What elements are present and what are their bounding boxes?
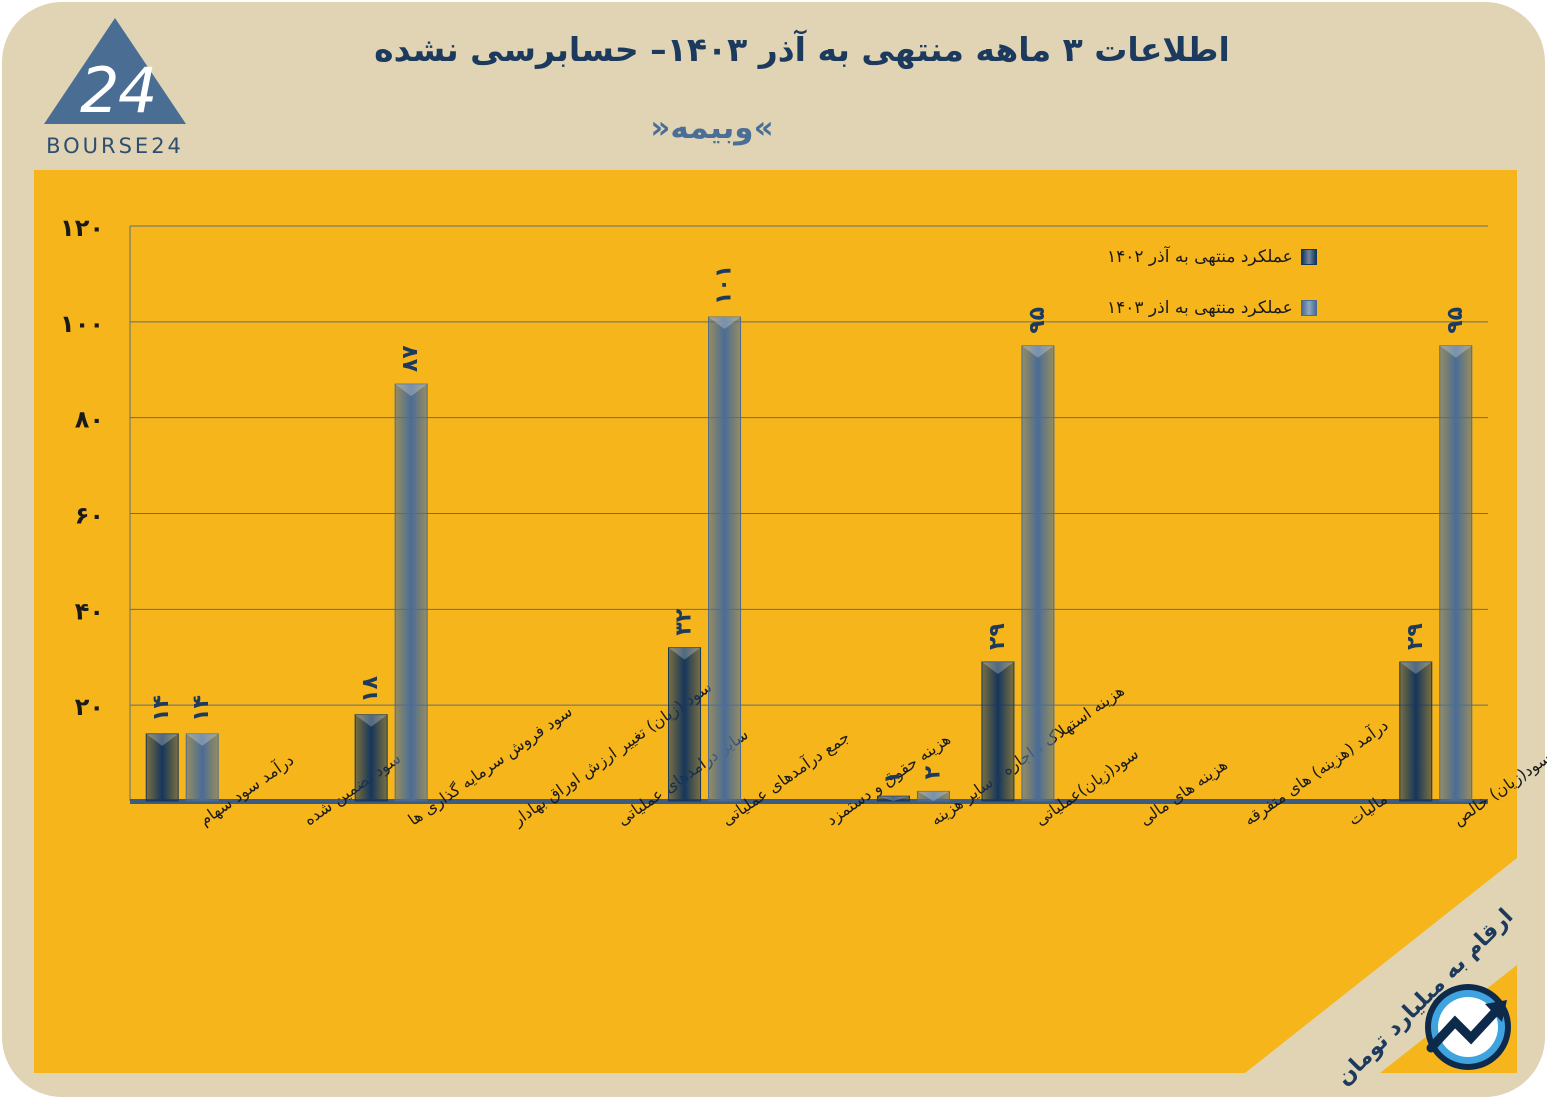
chart-title: اطلاعات ۳ ماهه منتهی به آذر ۱۴۰۳– حسابرس… <box>374 30 1230 69</box>
trend-badge-icon <box>1423 982 1513 1072</box>
bourse24-logo: 2 4 BOURSE24 <box>40 14 190 159</box>
x-category-label: سود فروش سرمایه گذاری ها <box>405 702 577 831</box>
bar-value-label: ۱۸ <box>358 675 383 702</box>
bar-value-label: ۲ <box>920 765 945 779</box>
bar-cap <box>146 733 179 746</box>
bar-cap <box>1021 345 1054 358</box>
bar-cap <box>1399 662 1432 675</box>
bar-1403 <box>394 383 428 802</box>
y-tick-label: ۴۰ <box>75 597 104 625</box>
chart-legend: عملکرد منتهی به آذر ۱۴۰۲ عملکرد منتهی به… <box>1107 245 1387 347</box>
bar-cap <box>877 796 910 801</box>
bar-cap <box>917 791 950 801</box>
legend-swatch-1402 <box>1300 249 1317 265</box>
legend-label-1402: عملکرد منتهی به آذر ۱۴۰۲ <box>1107 247 1293 267</box>
legend-item-1402: عملکرد منتهی به آذر ۱۴۰۲ <box>1107 245 1387 269</box>
label-layer: ۱۴ ۱۸ ۳۲ ۱ ۲۹ ۲۹ ۱۴ ۸۷ ۱۰۱ ۲ ۹۵ ۹۵ <box>149 265 1468 784</box>
y-tick-label: ۱۲۰ <box>60 214 104 242</box>
x-category-label: سود تضمین شده <box>300 748 405 830</box>
bar-cap <box>1439 345 1472 358</box>
logo-triangle-icon: 2 4 <box>44 18 186 127</box>
legend-swatch-1403 <box>1300 300 1317 316</box>
bar-value-label: ۸۷ <box>398 345 423 372</box>
bar-1403 <box>185 733 219 802</box>
bar-1402 <box>876 795 910 802</box>
y-tick-label: ۶۰ <box>75 502 104 530</box>
y-tick-label: ۱۰۰ <box>60 310 104 338</box>
x-axis-floor <box>130 799 1488 804</box>
bar-value-label: ۱۰۱ <box>712 265 737 305</box>
bar-1402 <box>145 733 179 802</box>
grid-layer: ۲۰ ۴۰ ۶۰ ۸۰ ۱۰۰ ۱۲۰ <box>60 214 1488 721</box>
logo-text: BOURSE24 <box>46 134 184 158</box>
bar-cap <box>186 733 219 746</box>
svg-text:4: 4 <box>118 54 157 127</box>
bar-value-label: ۹۵ <box>1025 307 1050 334</box>
bar-1402 <box>668 647 702 802</box>
bar-1402 <box>1399 661 1433 802</box>
chart-subtitle: »وبیمه« <box>650 110 774 146</box>
bar-value-label: ۱۴ <box>189 695 214 722</box>
y-tick-label: ۲۰ <box>75 693 104 721</box>
legend-label-1403: عملکرد منتهی به اذر ۱۴۰۳ <box>1107 298 1293 318</box>
bar-value-label: ۲۹ <box>1403 623 1428 650</box>
bar-1403 <box>1439 345 1473 802</box>
bar-1402 <box>981 661 1015 802</box>
bar-1402 <box>354 714 388 802</box>
bar-1403 <box>708 316 742 802</box>
bar-cap <box>668 647 701 660</box>
x-category-label: هزینه های مالی <box>1136 755 1232 830</box>
svg-text:2: 2 <box>80 54 119 127</box>
bar-cap <box>395 384 428 397</box>
bar-value-label: ۳۲ <box>672 608 697 635</box>
bar-1403 <box>1021 345 1055 802</box>
bar-value-label: ۱۴ <box>149 695 174 722</box>
bar-cap <box>355 714 388 727</box>
legend-item-1403: عملکرد منتهی به اذر ۱۴۰۳ <box>1107 296 1387 320</box>
chart-panel <box>34 170 1517 1073</box>
bar-value-label: ۱ <box>880 771 905 784</box>
bar-layer <box>145 316 1473 802</box>
bar-1403 <box>916 790 950 802</box>
bar-cap <box>981 662 1014 675</box>
y-tick-label: ۸۰ <box>75 406 104 434</box>
bar-value-label: ۲۹ <box>985 623 1010 650</box>
x-category-label: مالیات <box>1345 789 1391 829</box>
bar-value-label: ۹۵ <box>1443 307 1468 334</box>
bar-cap <box>708 317 741 330</box>
